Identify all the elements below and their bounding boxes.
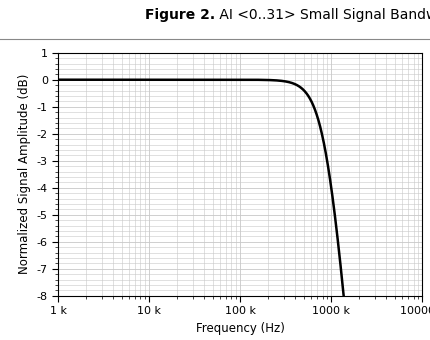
X-axis label: Frequency (Hz): Frequency (Hz) — [195, 322, 284, 335]
Y-axis label: Normalized Signal Amplitude (dB): Normalized Signal Amplitude (dB) — [18, 74, 31, 274]
Text: Figure 2.: Figure 2. — [145, 8, 215, 22]
Text: AI <0..31> Small Signal Bandwidth: AI <0..31> Small Signal Bandwidth — [215, 8, 430, 22]
